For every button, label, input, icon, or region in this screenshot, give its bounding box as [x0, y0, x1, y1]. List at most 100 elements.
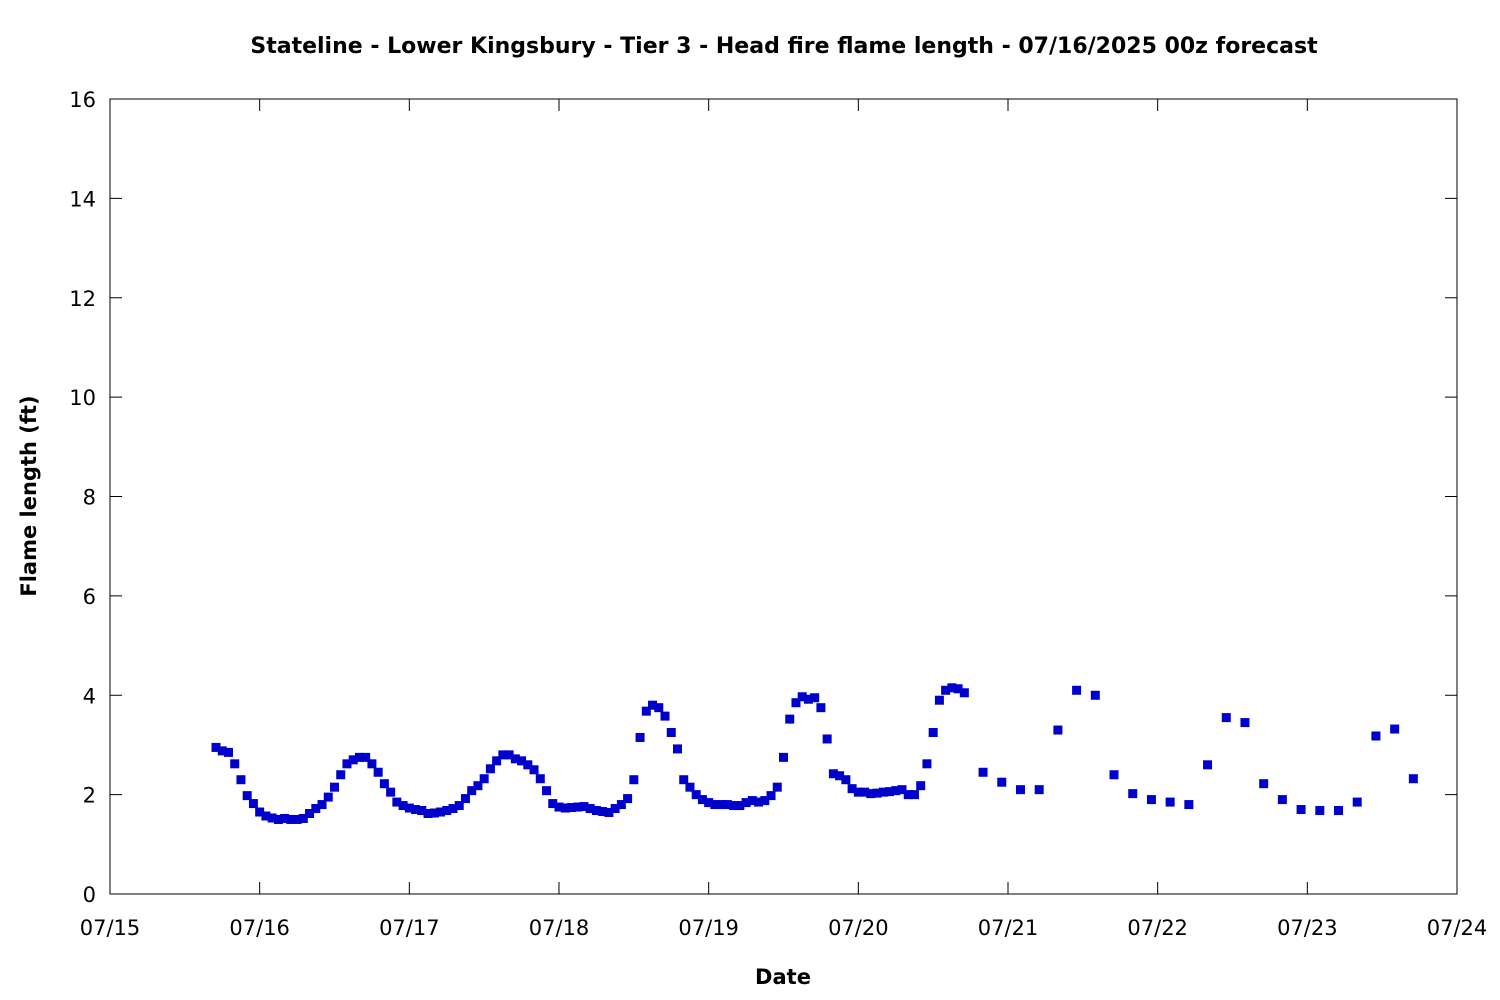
data-point	[934, 695, 944, 705]
data-point	[947, 683, 957, 693]
data-point	[672, 744, 682, 754]
data-point	[467, 786, 477, 796]
data-point	[741, 798, 751, 808]
data-point	[255, 807, 265, 817]
data-point	[498, 750, 508, 760]
data-point	[928, 728, 938, 738]
data-point	[772, 782, 782, 792]
data-point	[392, 797, 402, 807]
data-point	[330, 782, 339, 792]
data-point	[648, 700, 658, 710]
data-point	[317, 800, 327, 810]
data-point	[716, 800, 726, 810]
data-point	[828, 769, 838, 779]
data-point	[997, 777, 1007, 787]
data-point	[660, 711, 670, 721]
y-tick-label: 4	[83, 684, 96, 708]
data-point	[1259, 779, 1269, 789]
data-point	[1109, 770, 1119, 780]
data-point	[354, 752, 364, 762]
data-point	[978, 767, 988, 777]
data-point	[298, 813, 308, 823]
data-point	[953, 684, 963, 694]
data-point	[566, 803, 576, 813]
data-point	[542, 786, 552, 796]
data-point	[885, 787, 895, 797]
data-point	[230, 759, 240, 769]
data-point	[598, 807, 608, 817]
data-point	[305, 809, 315, 819]
data-point	[847, 784, 857, 794]
data-point	[485, 764, 495, 774]
data-point	[548, 799, 558, 809]
data-point	[460, 794, 470, 804]
x-tick-label: 07/16	[229, 916, 290, 940]
axis-ticks	[109, 98, 1458, 895]
data-point	[1315, 806, 1325, 816]
data-point	[685, 782, 695, 792]
data-point	[1277, 795, 1287, 805]
data-point	[747, 796, 757, 806]
data-point	[429, 808, 439, 818]
data-point	[248, 799, 258, 809]
data-point	[379, 779, 389, 789]
data-point	[473, 781, 483, 791]
data-point	[323, 792, 333, 802]
data-point	[535, 774, 545, 784]
data-point	[386, 787, 396, 797]
x-tick-label: 07/17	[379, 916, 440, 940]
data-point	[616, 800, 626, 810]
data-point	[1296, 805, 1306, 815]
data-point	[654, 703, 664, 713]
data-point	[909, 790, 919, 800]
data-point	[217, 746, 227, 756]
data-point	[336, 770, 346, 780]
data-point	[267, 813, 277, 823]
data-point	[922, 759, 932, 769]
data-point	[1221, 713, 1231, 723]
data-point	[941, 685, 951, 695]
data-point	[1240, 718, 1250, 728]
data-point	[292, 814, 302, 824]
data-point	[641, 706, 651, 716]
data-point	[348, 755, 358, 765]
data-point	[1408, 774, 1418, 784]
data-point	[878, 787, 888, 797]
data-point	[1053, 725, 1063, 735]
data-point	[629, 775, 639, 785]
data-point	[311, 804, 321, 814]
plot-frame	[109, 98, 1458, 895]
data-point	[573, 802, 583, 812]
data-point	[367, 759, 377, 769]
data-point	[517, 756, 527, 766]
y-tick-label: 10	[69, 386, 96, 410]
data-point	[897, 785, 907, 795]
data-point	[479, 774, 489, 784]
data-point	[704, 798, 714, 808]
data-point	[691, 790, 701, 800]
data-point	[785, 714, 795, 724]
y-axis-label: Flame length (ft)	[17, 395, 41, 596]
data-point	[797, 692, 807, 702]
x-axis-label: Date	[755, 965, 811, 989]
data-point	[635, 732, 645, 742]
data-point	[835, 771, 845, 781]
data-point	[729, 801, 739, 811]
chart-title: Stateline - Lower Kingsbury - Tier 3 - H…	[250, 34, 1318, 59]
data-point	[1034, 785, 1044, 795]
x-tick-label: 07/19	[678, 916, 739, 940]
x-tick-label: 07/18	[529, 916, 590, 940]
x-tick-label: 07/23	[1277, 916, 1338, 940]
data-point	[735, 801, 745, 811]
data-point	[1072, 685, 1082, 695]
y-tick-label: 12	[69, 287, 96, 311]
data-point	[803, 694, 813, 704]
data-point	[242, 791, 252, 801]
data-point	[822, 734, 832, 744]
y-tick-label: 2	[83, 784, 96, 808]
data-point	[760, 796, 770, 806]
data-point	[916, 781, 926, 791]
data-point	[604, 808, 614, 818]
data-point	[223, 747, 233, 757]
